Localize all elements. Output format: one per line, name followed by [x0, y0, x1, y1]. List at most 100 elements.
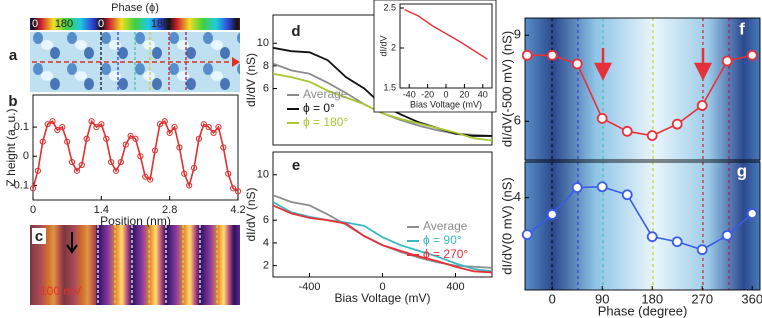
y-tick-label: 6: [263, 214, 269, 226]
data-point: [646, 130, 658, 142]
data-point: [73, 167, 81, 174]
data-point: [181, 170, 188, 177]
panel-label: f: [739, 19, 745, 38]
y-axis-label: dI/dV: [378, 35, 388, 56]
data-point: [521, 49, 533, 61]
line-cut-arrow: [232, 57, 240, 67]
data-point: [696, 100, 708, 111]
data-point: [49, 118, 56, 125]
data-point: [571, 182, 583, 194]
data-point: [646, 231, 658, 243]
data-point: [746, 208, 758, 220]
legend-label: Average: [423, 219, 468, 233]
panel-label-bg: [6, 47, 20, 63]
y-axis-label: dI/dV (nS): [244, 53, 258, 107]
y-axis-label: dI/dV(-500 mV) (nS): [499, 31, 514, 147]
y-tick-label: 0: [23, 150, 29, 162]
data-point: [171, 123, 178, 131]
data-point: [546, 209, 558, 220]
data-point: [546, 49, 558, 61]
series-line: [273, 72, 492, 142]
series-group: [33, 119, 238, 192]
data-point: [176, 144, 183, 151]
data-point: [220, 144, 227, 151]
x-tick-label: -40: [403, 89, 416, 99]
y-tick-label: 8: [263, 60, 269, 72]
x-tick-label: 4.2: [230, 204, 245, 216]
series-line: [404, 8, 488, 60]
y-axis-label: Z height (a. u.): [4, 108, 18, 186]
y-tick-label: 0.1: [14, 121, 29, 133]
data-point: [186, 182, 193, 189]
y-axis-label: dI/dV(0 mV) (nS): [499, 177, 514, 275]
y-tick-label: 10: [257, 169, 269, 181]
series-line: [33, 119, 238, 192]
data-point: [190, 164, 198, 172]
arrow-c: [66, 232, 78, 254]
image-bias-label: -100 mV: [36, 284, 81, 298]
legend-label: ϕ = 90°: [423, 233, 462, 247]
data-point: [571, 58, 583, 70]
x-tick-label: 0: [549, 291, 556, 306]
data-point: [156, 121, 164, 128]
y-tick-label: 2.5: [383, 2, 396, 12]
data-point: [64, 138, 71, 145]
x-axis-label: Position (nm): [100, 214, 171, 228]
x-axis-label: Bias Voltage (mV): [334, 291, 430, 305]
data-point: [621, 189, 633, 201]
panel-label: d: [291, 23, 300, 40]
y-tick-label: 10: [257, 37, 269, 49]
data-point: [166, 129, 173, 137]
panel-label: g: [737, 161, 747, 180]
data-point: [234, 188, 242, 195]
inset-background: [373, 0, 497, 113]
data-point: [671, 118, 683, 130]
series-group: [527, 54, 753, 137]
y-axis-label: dI/dV (nS): [244, 187, 258, 241]
plot-frame: [524, 161, 761, 291]
x-tick-label: 2.8: [162, 204, 177, 216]
arrow-f: [593, 48, 613, 81]
panel-label-bg: [32, 228, 46, 244]
phase-map-background: [525, 18, 760, 290]
x-tick-label: 0: [443, 89, 448, 99]
x-tick-label: 0: [379, 281, 385, 293]
series-group: [404, 8, 488, 60]
data-point: [210, 129, 217, 137]
data-point: [127, 132, 134, 139]
series-line: [273, 201, 492, 273]
x-tick-label: 400: [446, 281, 464, 293]
data-point: [721, 230, 733, 241]
x-tick-label: 270: [691, 291, 713, 306]
colorbar-label: 180: [151, 18, 169, 30]
panel-label: a: [9, 47, 18, 64]
plot-frame: [32, 94, 239, 201]
data-point: [68, 158, 76, 166]
data-point: [132, 135, 139, 142]
panel-label: b: [8, 93, 17, 110]
data-point: [721, 55, 733, 67]
data-point: [44, 121, 51, 128]
data-point: [39, 138, 46, 145]
x-tick-label: 20: [459, 89, 469, 99]
data-point: [696, 244, 708, 256]
x-tick-label: 1.4: [94, 204, 109, 216]
data-point: [29, 185, 37, 192]
data-point: [34, 167, 41, 174]
y-tick-label: 9: [514, 27, 521, 42]
panel-label: e: [292, 157, 300, 174]
x-tick-label: -20: [421, 89, 434, 99]
data-point: [596, 113, 608, 124]
y-tick-label: 1.5: [383, 82, 396, 92]
data-point: [215, 123, 222, 131]
data-point: [54, 126, 61, 134]
y-tick-label: 4: [263, 237, 269, 249]
y-tick-label: 4: [514, 189, 521, 204]
x-tick-label: 90: [595, 291, 609, 306]
series-group: [526, 185, 753, 251]
y-tick-label: 6: [263, 82, 269, 94]
data-point: [230, 185, 237, 192]
data-point: [200, 121, 207, 128]
data-point: [103, 135, 110, 142]
